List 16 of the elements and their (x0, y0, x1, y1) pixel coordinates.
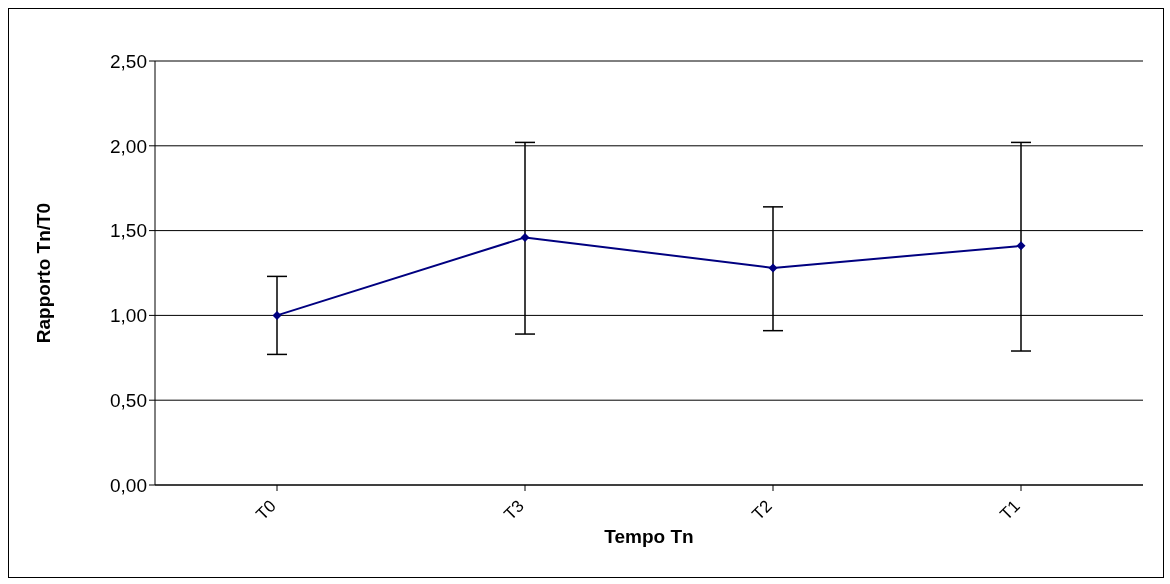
point (1016, 241, 1026, 251)
y-axis-title: Rapporto Tn/T0 (32, 202, 54, 344)
x-axis-title: Tempo Tn (604, 526, 694, 547)
y-tick-label: 2,00 (110, 135, 147, 157)
y-tick-label: 1,50 (110, 220, 147, 242)
y-tick-label: 1,00 (110, 305, 147, 327)
x-tick-label: T0 (252, 496, 280, 524)
x-tick-label: T3 (500, 496, 528, 524)
x-tick-label: T1 (996, 496, 1024, 524)
y-tick-label: 0,50 (110, 389, 147, 411)
y-tick-label: 2,50 (110, 50, 147, 72)
point (520, 232, 530, 242)
x-tick-label: T2 (748, 496, 776, 524)
point (768, 263, 778, 273)
y-tick-label: 0,00 (110, 474, 147, 496)
point (272, 310, 282, 320)
